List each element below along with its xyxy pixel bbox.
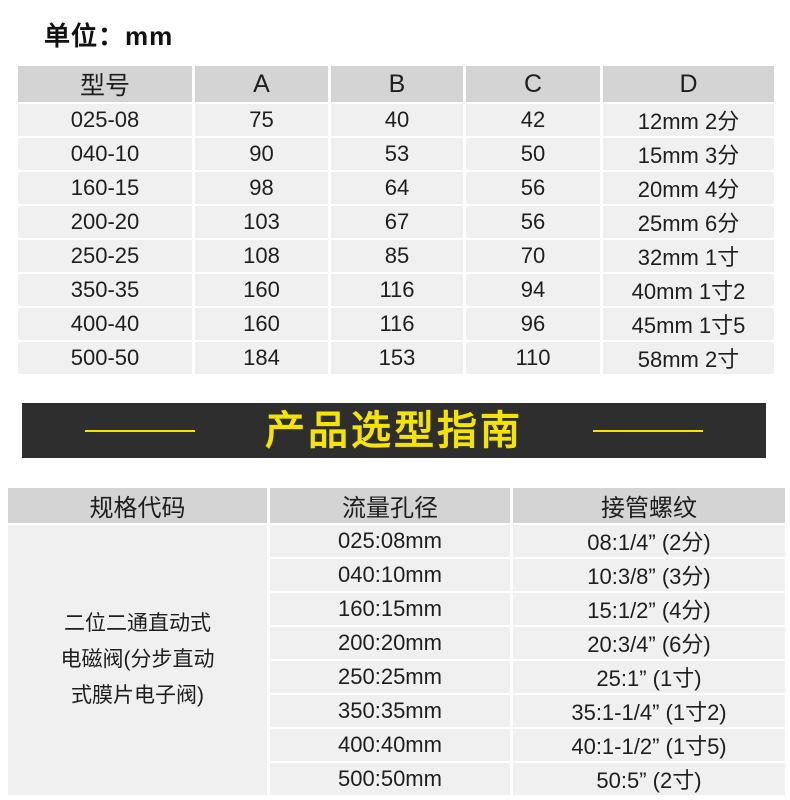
cell-model: 025-08 <box>15 102 195 138</box>
cell-model: 400-40 <box>15 306 195 342</box>
spec-code-line: 式膜片电子阀) <box>71 684 204 707</box>
table-row: 400-40 160 116 96 45mm 1寸5 <box>15 306 777 342</box>
cell-a: 103 <box>192 204 331 240</box>
header-spec-code: 规格代码 <box>5 486 270 525</box>
table-row: 400:40mm 40:1-1/2” (1寸5) <box>7 727 788 763</box>
cell-c: 56 <box>463 170 603 206</box>
cell-b: 64 <box>328 170 466 206</box>
cell-b: 67 <box>328 204 466 240</box>
table-row: 500-50 184 153 110 58mm 2寸 <box>15 340 777 376</box>
cell-b: 153 <box>328 340 466 376</box>
cell-aperture: 400:40mm <box>267 727 513 763</box>
table-row: 160:15mm 15:1/2” (4分) <box>7 591 788 627</box>
unit-label: 单位：mm <box>44 21 174 51</box>
cell-model: 200-20 <box>15 204 195 240</box>
header-b: B <box>328 64 466 104</box>
table-row: 200-20 103 67 56 25mm 6分 <box>15 204 777 240</box>
table-row: 350:35mm 35:1-1/4” (1寸2) <box>7 693 788 729</box>
cell-thread: 10:3/8” (3分) <box>510 557 788 593</box>
cell-c: 42 <box>463 102 603 138</box>
header-model: 型号 <box>15 64 195 104</box>
cell-c: 50 <box>463 136 603 172</box>
cell-a: 160 <box>192 272 331 308</box>
cell-aperture: 040:10mm <box>267 557 513 593</box>
cell-model: 160-15 <box>15 170 195 206</box>
cell-thread: 15:1/2” (4分) <box>510 591 788 627</box>
spec-code-merged-cell: 二位二通直动式 电磁阀(分步直动 式膜片电子阀) <box>5 523 270 797</box>
banner-title: 产品选型指南 <box>265 408 523 453</box>
cell-b: 116 <box>328 306 466 342</box>
cell-a: 184 <box>192 340 331 376</box>
cell-c: 56 <box>463 204 603 240</box>
cell-a: 98 <box>192 170 331 206</box>
cell-aperture: 350:35mm <box>267 693 513 729</box>
table-row: 040-10 90 53 50 15mm 3分 <box>15 136 777 172</box>
cell-a: 90 <box>192 136 331 172</box>
cell-thread: 50:5” (2寸) <box>510 761 788 797</box>
cell-b: 53 <box>328 136 466 172</box>
cell-aperture: 025:08mm <box>267 523 513 559</box>
header-d: D <box>600 64 777 104</box>
cell-aperture: 250:25mm <box>267 659 513 695</box>
dimension-table-header-row: 型号 A B C D <box>15 64 777 104</box>
cell-thread: 08:1/4” (2分) <box>510 523 788 559</box>
banner-right-line <box>593 429 703 432</box>
cell-b: 40 <box>328 102 466 138</box>
table-row: 二位二通直动式 电磁阀(分步直动 式膜片电子阀) 025:08mm 08:1/4… <box>5 523 788 797</box>
cell-b: 85 <box>328 238 466 274</box>
cell-thread: 20:3/4” (6分) <box>510 625 788 661</box>
cell-aperture: 200:20mm <box>267 625 513 661</box>
cell-a: 160 <box>192 306 331 342</box>
dimension-table: 型号 A B C D 025-08 75 40 42 12mm 2分 040-1… <box>15 64 777 376</box>
table-row: 200:20mm 20:3/4” (6分) <box>7 625 788 661</box>
cell-d: 25mm 6分 <box>600 204 777 240</box>
cell-model: 500-50 <box>15 340 195 376</box>
cell-thread: 35:1-1/4” (1寸2) <box>510 693 788 729</box>
header-pipe-thread: 接管螺纹 <box>510 486 788 525</box>
cell-model: 350-35 <box>15 272 195 308</box>
cell-d: 45mm 1寸5 <box>600 306 777 342</box>
cell-c: 96 <box>463 306 603 342</box>
table-row: 040:10mm 10:3/8” (3分) <box>7 557 788 593</box>
cell-d: 40mm 1寸2 <box>600 272 777 308</box>
header-flow-aperture: 流量孔径 <box>267 486 513 525</box>
table-row: 250:25mm 25:1” (1寸) <box>7 659 788 695</box>
cell-b: 116 <box>328 272 466 308</box>
cell-a: 108 <box>192 238 331 274</box>
cell-a: 75 <box>192 102 331 138</box>
table-row: 160-15 98 64 56 20mm 4分 <box>15 170 777 206</box>
table-row: 025-08 75 40 42 12mm 2分 <box>15 102 777 138</box>
cell-model: 040-10 <box>15 136 195 172</box>
header-c: C <box>463 64 603 104</box>
cell-d: 12mm 2分 <box>600 102 777 138</box>
table-row: 350-35 160 116 94 40mm 1寸2 <box>15 272 777 308</box>
header-a: A <box>192 64 331 104</box>
cell-aperture: 160:15mm <box>267 591 513 627</box>
selection-table-header-row: 规格代码 流量孔径 接管螺纹 <box>5 486 788 525</box>
cell-c: 70 <box>463 238 603 274</box>
banner-left-line <box>85 429 195 432</box>
table-row: 250-25 108 85 70 32mm 1寸 <box>15 238 777 274</box>
cell-c: 110 <box>463 340 603 376</box>
spec-code-line: 二位二通直动式 <box>64 612 211 635</box>
spec-code-line: 电磁阀(分步直动 <box>60 648 215 671</box>
cell-aperture: 500:50mm <box>267 761 513 797</box>
selection-guide-banner: 产品选型指南 <box>22 403 766 458</box>
cell-c: 94 <box>463 272 603 308</box>
selection-table: 规格代码 流量孔径 接管螺纹 二位二通直动式 电磁阀(分步直动 式膜片电子阀) … <box>5 486 788 797</box>
table-row: 500:50mm 50:5” (2寸) <box>7 761 788 797</box>
cell-d: 20mm 4分 <box>600 170 777 206</box>
cell-model: 250-25 <box>15 238 195 274</box>
cell-thread: 25:1” (1寸) <box>510 659 788 695</box>
cell-d: 58mm 2寸 <box>600 340 777 376</box>
cell-d: 32mm 1寸 <box>600 238 777 274</box>
cell-thread: 40:1-1/2” (1寸5) <box>510 727 788 763</box>
cell-d: 15mm 3分 <box>600 136 777 172</box>
